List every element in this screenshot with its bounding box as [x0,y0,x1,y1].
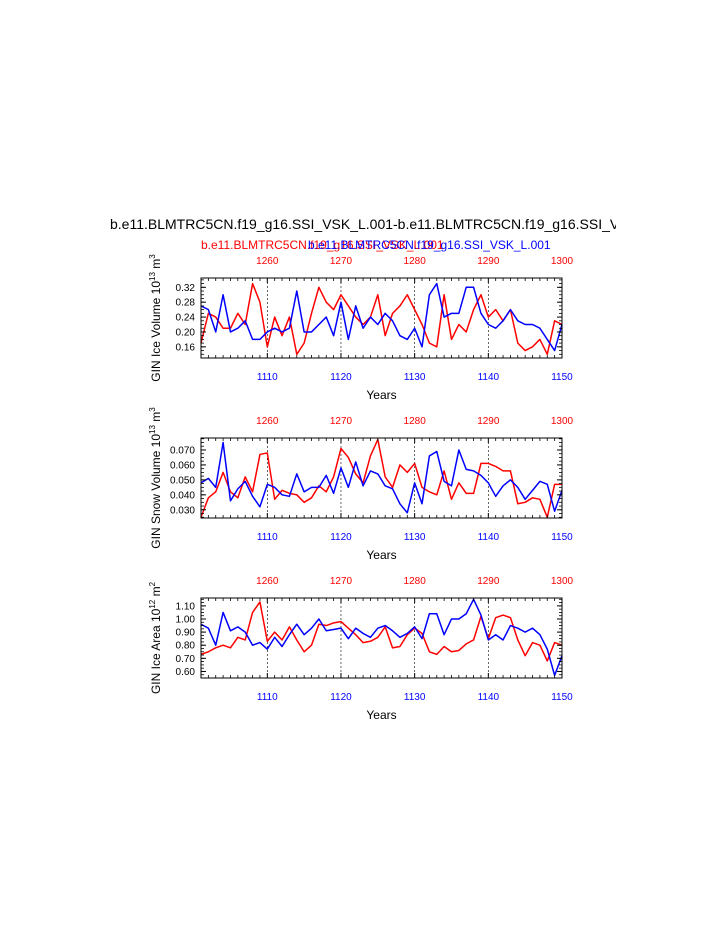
y-tick-label: 0.24 [176,313,196,324]
x-tick-label-top: 1280 [404,576,427,587]
y-tick-label: 0.070 [170,445,195,456]
y-tick-label: 0.32 [176,283,196,294]
y-tick-label: 0.050 [170,475,195,486]
y-tick-label: 0.60 [176,667,196,678]
y-tick-label: 0.040 [170,490,195,501]
x-tick-label-bottom: 1130 [404,372,426,383]
x-tick-label-bottom: 1110 [257,372,278,383]
figure-title-group: b.e11.BLMTRC5CN.f19_g16.SSI_VSK_L.001-b.… [110,216,681,232]
x-tick-label-top: 1290 [477,416,500,427]
x-tick-label-top: 1300 [551,416,574,427]
y-axis-title-ylabel-unit-exp: 3 [148,407,157,412]
y-axis-title-ylabel-exp: 12 [148,599,157,608]
series-line-blue [200,282,563,352]
x-axis-title: Years [366,708,396,722]
y-axis-title-ylabel-unit: m [149,412,163,425]
y-tick-label: 0.28 [176,298,196,309]
panels: 0.16 0.20 0.24 0.28 0.32 1110 1120 1130 1140 1150… [148,254,574,722]
series-line-red [200,601,563,662]
y-tick-label: 0.90 [176,628,196,639]
x-tick-label-bottom: 1120 [330,532,352,543]
series-line-red [200,282,563,356]
chart-panel-3: 0.60 0.70 0.80 0.90 1.00 1.10 1110 1120 1130 1140… [148,576,574,722]
chart-panel-1: 0.16 0.20 0.24 0.28 0.32 1110 1120 1130 1140 1150… [148,254,574,402]
x-axis-title: Years [366,548,396,562]
x-tick-label-bottom: 1150 [551,692,573,703]
y-axis-title-ylabel-exp: 13 [148,272,157,281]
x-tick-label-top: 1290 [477,256,500,267]
x-tick-label-bottom: 1130 [404,532,426,543]
series-line-blue [200,598,563,677]
x-tick-label-top: 1260 [256,576,279,587]
x-tick-label-bottom: 1140 [478,692,500,703]
x-tick-label-top: 1270 [330,416,353,427]
subtitle-red: b.e11.BLMTRC5CN.f19_g16.SSI_VSK_L.001 [201,238,444,252]
x-tick-label-bottom: 1110 [257,692,278,703]
y-axis-title-ylabel: GIN Ice Area 10 [149,608,163,694]
y-axis-title: GIN Ice Volume 1013 m3 [148,254,163,382]
plot-frame [200,437,563,519]
y-tick-label: 0.20 [176,327,196,338]
x-tick-label-bottom: 1110 [257,532,278,543]
y-tick-label: 1.10 [176,601,196,612]
subtitles: b.e11.BLMTRC5CN.f19_g16.SSI_VSK_L.001 b.… [201,238,551,252]
x-tick-label-top: 1300 [551,576,574,587]
x-tick-label-top: 1260 [256,416,279,427]
x-axis-title: Years [366,388,396,402]
chart-panel-2: 0.030 0.040 0.050 0.060 0.070 1110 1120 1130 114… [148,407,574,562]
x-tick-label-top: 1280 [404,416,427,427]
y-tick-label: 0.030 [170,505,195,516]
y-tick-label: 0.060 [170,460,195,471]
x-tick-label-bottom: 1150 [551,532,573,543]
y-axis-title-ylabel-exp: 13 [148,425,157,434]
subtitle-blue: b.e11.BLMTRC5CN.f19_g16.SSI_VSK_L.001 [308,238,551,252]
x-tick-label-top: 1270 [330,256,353,267]
series-line-red [200,438,562,518]
x-tick-label-bottom: 1120 [330,692,352,703]
figure-title: b.e11.BLMTRC5CN.f19_g16.SSI_VSK_L.001-b.… [110,216,681,232]
y-tick-label: 0.70 [176,654,196,665]
x-tick-label-top: 1290 [477,576,500,587]
y-tick-label: 0.80 [176,641,196,652]
x-tick-label-bottom: 1130 [404,692,426,703]
x-tick-label-bottom: 1140 [478,372,500,383]
y-axis-title-ylabel-unit-exp: 2 [148,581,157,586]
y-axis-title: GIN Ice Area 1012 m2 [148,581,163,694]
y-axis-title: GIN Snow Volume 1013 m3 [148,407,163,549]
y-axis-title-ylabel: GIN Snow Volume 10 [149,434,163,549]
y-tick-label: 1.00 [176,614,196,625]
x-tick-label-top: 1300 [551,256,574,267]
plot-frame [200,277,563,359]
y-axis-title-ylabel-unit-exp: 3 [148,254,157,259]
y-axis-title-ylabel: GIN Ice Volume 10 [149,281,163,382]
y-axis-title-ylabel-unit: m [149,259,163,272]
x-tick-label-bottom: 1120 [330,372,352,383]
series-line-blue [200,441,563,514]
y-axis-title-ylabel-unit: m [149,586,163,599]
plot-frame [200,597,563,679]
x-tick-label-bottom: 1150 [551,372,573,383]
x-tick-label-top: 1280 [404,256,427,267]
x-tick-label-top: 1260 [256,256,279,267]
y-tick-label: 0.16 [176,342,196,353]
x-tick-label-bottom: 1140 [478,532,500,543]
x-tick-label-top: 1270 [330,576,353,587]
